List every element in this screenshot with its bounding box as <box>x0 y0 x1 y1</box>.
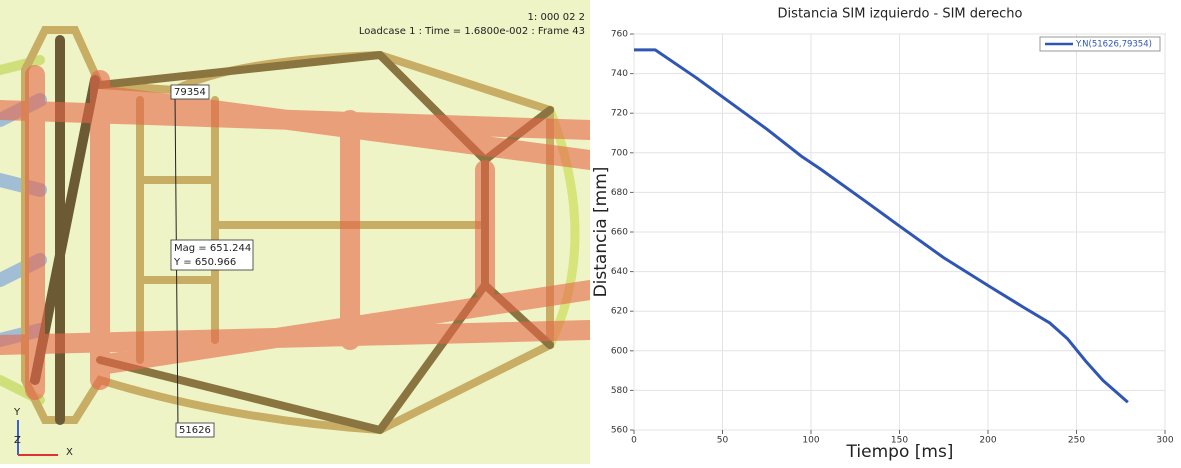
x-tick-label: 200 <box>979 436 996 446</box>
viewport: 1: 000 02 2 Loadcase 1 : Time = 1.6800e-… <box>0 0 600 464</box>
measure-y: Y = 650.966 <box>173 257 236 268</box>
legend-box <box>1039 36 1161 52</box>
chart: Distancia SIM izquierdo - SIM derecho Ti… <box>591 7 1174 463</box>
y-tick-label: 600 <box>611 346 628 356</box>
y-tick-label: 620 <box>611 307 628 317</box>
y-tick-label: 660 <box>611 228 628 238</box>
measure-tag <box>170 239 254 271</box>
viewport-header: 1: 000 02 2 <box>528 12 585 23</box>
node-tag <box>175 422 215 438</box>
legend-label: Y.N(51626,79354) <box>1075 40 1152 50</box>
x-tick-label: 50 <box>717 436 729 446</box>
x-tick-label: 250 <box>1068 436 1085 446</box>
y-tick-label: 580 <box>611 386 628 396</box>
y-tick-label: 720 <box>611 109 628 119</box>
x-tick-label: 150 <box>891 436 908 446</box>
series-line <box>634 48 1129 404</box>
node-bottom-label: 51626 <box>179 425 211 436</box>
y-tick-label: 740 <box>611 69 628 79</box>
axis-x-label: X <box>66 447 73 458</box>
measure-mag: Mag = 651.244 <box>174 243 251 254</box>
y-tick-label: 640 <box>611 267 628 277</box>
node-tag <box>170 84 210 100</box>
x-tick-label: 300 <box>1156 436 1173 446</box>
axis-z-label: Z <box>14 435 21 446</box>
loadcase-info: Loadcase 1 : Time = 1.6800e-002 : Frame … <box>359 26 585 37</box>
y-axis-label: Distancia [mm] <box>591 167 611 298</box>
chart-title: Distancia SIM izquierdo - SIM derecho <box>778 7 1023 22</box>
y-tick-label: 700 <box>611 148 628 158</box>
x-tick-label: 0 <box>631 436 637 446</box>
x-axis-label: Tiempo [ms] <box>846 442 954 462</box>
y-tick-label: 760 <box>611 30 628 40</box>
y-tick-label: 680 <box>611 188 628 198</box>
frame-model <box>0 26 600 435</box>
y-tick-label: 560 <box>611 426 628 436</box>
node-top-label: 79354 <box>174 87 206 98</box>
x-tick-label: 100 <box>802 436 819 446</box>
axis-y-label: Y <box>13 407 21 418</box>
